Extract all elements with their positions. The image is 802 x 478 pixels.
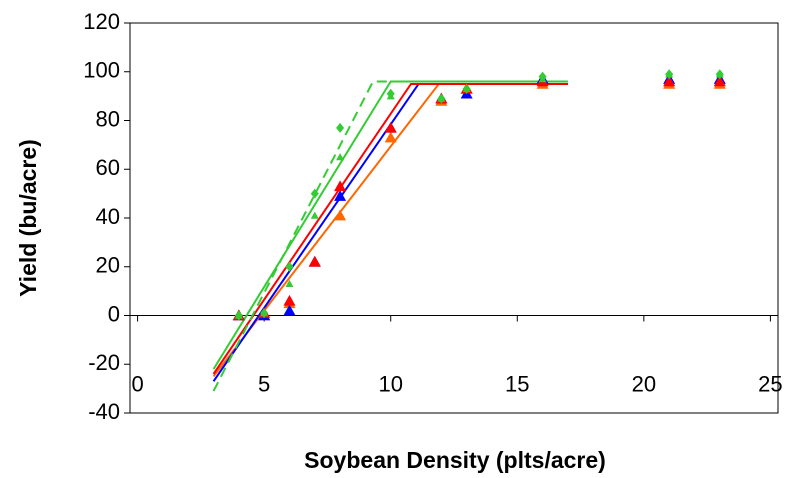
y-tick-label: 0 — [108, 301, 120, 326]
y-tick-label: -20 — [88, 350, 120, 375]
y-axis-title: Yield (bu/acre) — [15, 139, 41, 297]
x-tick-label: 10 — [378, 371, 402, 396]
y-tick-label: 80 — [96, 106, 120, 131]
data-point — [538, 71, 547, 82]
y-tick-label: 20 — [96, 253, 120, 278]
x-tick-label: 0 — [131, 371, 143, 396]
data-point — [283, 294, 296, 306]
data-point — [437, 93, 446, 104]
data-point — [663, 75, 676, 87]
data-point — [234, 310, 243, 321]
data-point — [715, 69, 724, 80]
fit-line — [212, 80, 439, 392]
x-tick-label: 15 — [505, 371, 529, 396]
data-point — [384, 121, 397, 133]
y-tick-label: 100 — [83, 58, 120, 83]
data-point — [384, 131, 397, 143]
data-point — [462, 83, 471, 94]
data-point — [334, 209, 347, 221]
data-point — [310, 211, 319, 219]
data-point — [310, 188, 319, 199]
data-point — [713, 75, 726, 87]
data-point — [665, 69, 674, 80]
y-tick-label: 120 — [83, 9, 120, 34]
x-tick-label: 25 — [758, 371, 782, 396]
data-point — [386, 88, 395, 99]
data-point — [334, 190, 347, 201]
fit-line — [212, 80, 568, 370]
data-point — [283, 304, 296, 316]
x-tick-label: 5 — [258, 371, 270, 396]
y-tick-label: 60 — [96, 155, 120, 180]
y-tick-label: 40 — [96, 204, 120, 229]
data-point — [285, 279, 294, 288]
data-point — [260, 308, 269, 319]
fit-line — [212, 82, 568, 375]
data-point — [308, 255, 321, 267]
data-point — [285, 261, 294, 272]
y-tick-label: -40 — [88, 399, 120, 424]
data-point — [336, 153, 345, 161]
data-point — [336, 122, 345, 133]
x-tick-label: 20 — [632, 371, 656, 396]
data-point — [334, 180, 347, 192]
x-axis-title: Soybean Density (plts/acre) — [304, 447, 606, 473]
